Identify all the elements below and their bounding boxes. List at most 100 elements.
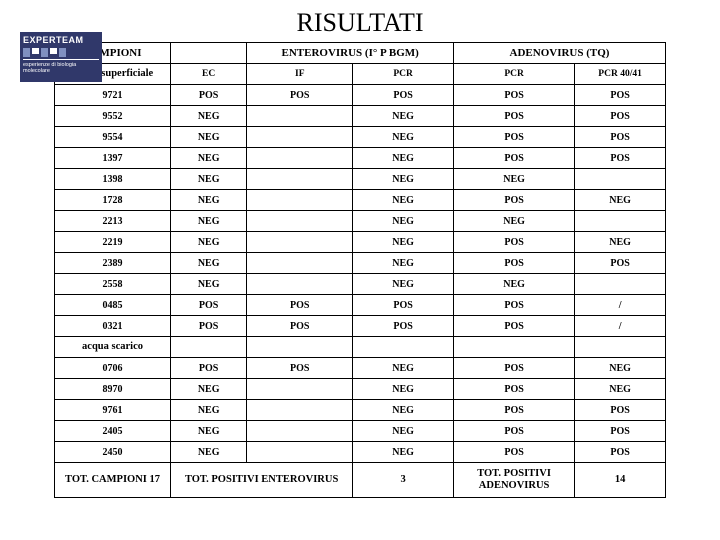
- logo-subtext: esperienze di biologia molecolare: [23, 62, 99, 74]
- table-cell: NEG: [353, 274, 454, 295]
- table-cell: POS: [454, 148, 575, 169]
- table-cell: NEG: [171, 253, 247, 274]
- table-cell: 2405: [55, 421, 171, 442]
- table-cell: 2213: [55, 211, 171, 232]
- table-cell: POS: [171, 85, 247, 106]
- tot-adeno-label: TOT. POSITIVI ADENOVIRUS: [454, 463, 575, 498]
- results-table: CAMPIONI ENTEROVIRUS (I° P BGM) ADENOVIR…: [54, 42, 666, 498]
- tot-entero-label: TOT. POSITIVI ENTEROVIRUS: [171, 463, 353, 498]
- table-cell: NEG: [171, 400, 247, 421]
- tot-adeno-val: 14: [575, 463, 666, 498]
- table-cell: POS: [171, 358, 247, 379]
- tot-campioni: TOT. CAMPIONI 17: [55, 463, 171, 498]
- header-pcr: PCR: [353, 64, 454, 85]
- tot-entero-val: 3: [353, 463, 454, 498]
- table-cell: [247, 400, 353, 421]
- table-cell: NEG: [171, 169, 247, 190]
- table-cell: [247, 232, 353, 253]
- header-adeno: ADENOVIRUS (TQ): [454, 43, 666, 64]
- table-cell: POS: [575, 106, 666, 127]
- table-cell: 9721: [55, 85, 171, 106]
- table-cell: POS: [353, 316, 454, 337]
- table-cell: NEG: [353, 358, 454, 379]
- table-cell: NEG: [171, 379, 247, 400]
- table-cell: 9552: [55, 106, 171, 127]
- table-cell: NEG: [171, 127, 247, 148]
- table-cell: [247, 379, 353, 400]
- table-cell: [247, 421, 353, 442]
- table-cell: NEG: [454, 274, 575, 295]
- table-cell: [247, 211, 353, 232]
- table-cell: 8970: [55, 379, 171, 400]
- table-cell: POS: [454, 400, 575, 421]
- table-cell: POS: [575, 421, 666, 442]
- table-cell: POS: [247, 316, 353, 337]
- table-cell: NEG: [575, 358, 666, 379]
- table-cell: NEG: [353, 211, 454, 232]
- table-cell: POS: [575, 253, 666, 274]
- table-cell: NEG: [171, 421, 247, 442]
- table-cell: [247, 169, 353, 190]
- table-cell: [247, 190, 353, 211]
- table-cell: POS: [247, 85, 353, 106]
- brand-logo: EXPERTEAM esperienze di biologia molecol…: [20, 32, 102, 82]
- table-cell: POS: [454, 358, 575, 379]
- table-cell: NEG: [575, 190, 666, 211]
- table-cell: NEG: [353, 253, 454, 274]
- header-ec: EC: [171, 64, 247, 85]
- table-cell: POS: [454, 190, 575, 211]
- page-title: RISULTATI: [0, 0, 720, 42]
- table-cell: [247, 127, 353, 148]
- table-cell: [247, 148, 353, 169]
- table-cell: NEG: [353, 127, 454, 148]
- logo-text: EXPERTEAM: [23, 35, 99, 45]
- table-cell: NEG: [454, 169, 575, 190]
- table-cell: NEG: [353, 232, 454, 253]
- table-cell: 2450: [55, 442, 171, 463]
- table-cell: 0485: [55, 295, 171, 316]
- table-cell: POS: [353, 85, 454, 106]
- table-cell: POS: [247, 295, 353, 316]
- header-blank: [171, 43, 247, 64]
- table-cell: 1398: [55, 169, 171, 190]
- header-if: IF: [247, 64, 353, 85]
- table-cell: POS: [171, 316, 247, 337]
- table-cell: POS: [454, 232, 575, 253]
- table-cell: NEG: [353, 442, 454, 463]
- table-cell: POS: [454, 421, 575, 442]
- table-cell: POS: [454, 379, 575, 400]
- table-cell: 0321: [55, 316, 171, 337]
- table-cell: 9554: [55, 127, 171, 148]
- header-entero: ENTEROVIRUS (I° P BGM): [247, 43, 454, 64]
- table-cell: [247, 274, 353, 295]
- table-cell: NEG: [171, 190, 247, 211]
- table-cell: NEG: [171, 442, 247, 463]
- table-cell: NEG: [575, 379, 666, 400]
- table-cell: POS: [454, 253, 575, 274]
- table-cell: NEG: [353, 379, 454, 400]
- table-cell: POS: [171, 295, 247, 316]
- table-cell: POS: [353, 295, 454, 316]
- table-cell: POS: [575, 148, 666, 169]
- table-cell: [247, 253, 353, 274]
- table-cell: 2558: [55, 274, 171, 295]
- header-pcr2: PCR: [454, 64, 575, 85]
- table-cell: POS: [575, 400, 666, 421]
- table-cell: POS: [454, 295, 575, 316]
- table-cell: 1397: [55, 148, 171, 169]
- table-cell: POS: [454, 442, 575, 463]
- table-cell: NEG: [353, 421, 454, 442]
- table-cell: [575, 169, 666, 190]
- table-cell: NEG: [171, 211, 247, 232]
- table-cell: 2389: [55, 253, 171, 274]
- table-cell: NEG: [575, 232, 666, 253]
- table-cell: 9761: [55, 400, 171, 421]
- logo-bars: [23, 48, 99, 57]
- table-cell: POS: [454, 316, 575, 337]
- table-cell: 1728: [55, 190, 171, 211]
- header-acqua-scarico: acqua scarico: [55, 337, 171, 358]
- table-cell: NEG: [353, 400, 454, 421]
- table-cell: NEG: [171, 106, 247, 127]
- header-pcr4041: PCR 40/41: [575, 64, 666, 85]
- table-cell: POS: [454, 85, 575, 106]
